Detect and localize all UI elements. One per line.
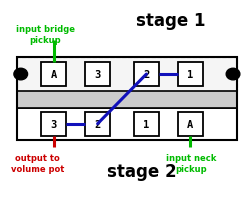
Text: 3: 3	[51, 119, 57, 129]
Bar	[41, 63, 66, 87]
Bar	[41, 112, 66, 136]
Bar	[17, 58, 237, 140]
Text: input bridge
pickup: input bridge pickup	[16, 25, 75, 45]
Text: 2: 2	[143, 70, 150, 80]
Bar	[85, 63, 110, 87]
Bar	[17, 108, 237, 140]
Bar	[178, 63, 203, 87]
Text: stage 2: stage 2	[107, 162, 176, 180]
Bar	[178, 112, 203, 136]
Text: A: A	[187, 119, 193, 129]
Circle shape	[14, 69, 28, 80]
Text: 1: 1	[143, 119, 150, 129]
Bar	[134, 63, 159, 87]
Text: 1: 1	[187, 70, 193, 80]
Text: 3: 3	[94, 70, 101, 80]
Bar	[17, 58, 237, 92]
Text: stage 1: stage 1	[136, 12, 205, 29]
Bar	[17, 92, 237, 108]
Bar	[85, 112, 110, 136]
Text: input neck
pickup: input neck pickup	[166, 153, 217, 173]
Text: output to
volume pot: output to volume pot	[11, 153, 64, 173]
Text: A: A	[51, 70, 57, 80]
Circle shape	[226, 69, 240, 80]
Text: 2: 2	[94, 119, 101, 129]
Bar	[134, 112, 159, 136]
